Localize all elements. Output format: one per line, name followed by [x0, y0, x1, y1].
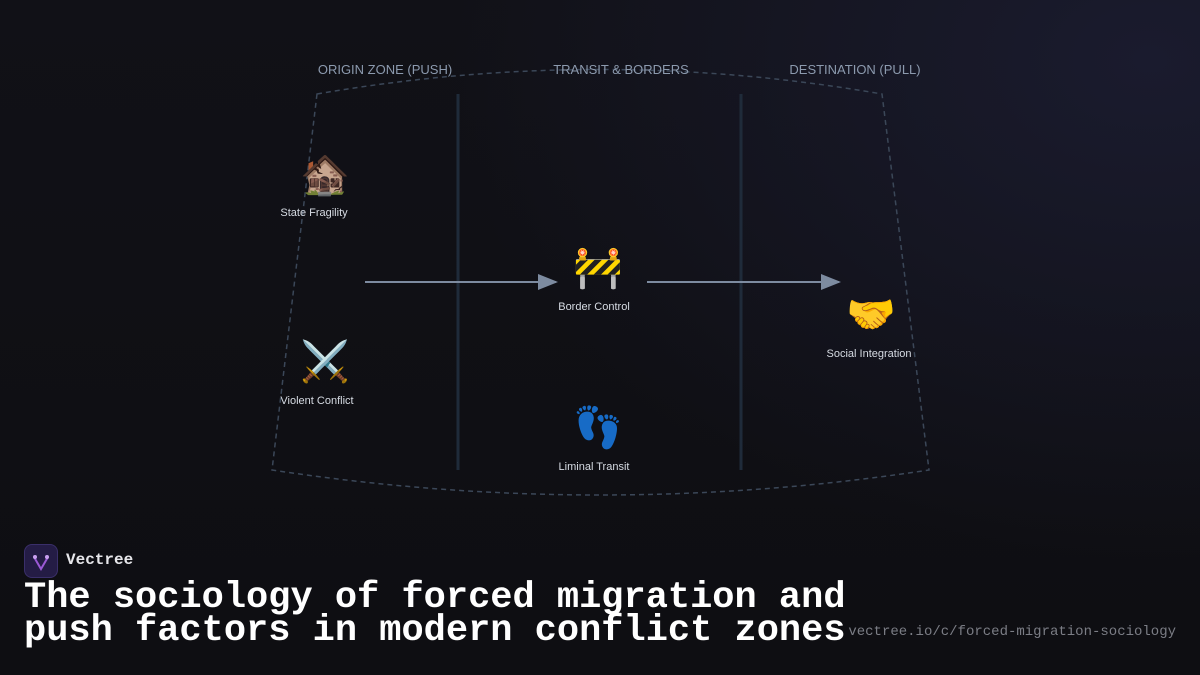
page-url: vectree.io/c/forced-migration-sociology	[848, 624, 1176, 640]
zone-label: DESTINATION (PULL)	[789, 62, 921, 77]
node-label: Violent Conflict	[280, 395, 354, 407]
node-label: Liminal Transit	[558, 461, 630, 473]
node-label: State Fragility	[280, 207, 348, 219]
node-icon: 🤝	[846, 292, 896, 338]
brand-name: Vectree	[66, 551, 134, 569]
logo-mark	[33, 555, 49, 571]
brand-logo	[24, 544, 58, 578]
node-icon: 🏚️	[300, 152, 350, 198]
zone-boundary	[271, 68, 930, 496]
zone-label: TRANSIT & BORDERS	[553, 62, 689, 77]
node-icon: ⚔️	[300, 339, 350, 385]
zone-label: ORIGIN ZONE (PUSH)	[317, 62, 453, 77]
page-title: The sociology of forced migration and pu…	[24, 577, 846, 652]
node-label: Social Integration	[826, 348, 912, 360]
node-label: Border Control	[558, 301, 630, 313]
node-icon: 🚧	[573, 245, 623, 291]
node-icon: 👣	[573, 405, 623, 451]
